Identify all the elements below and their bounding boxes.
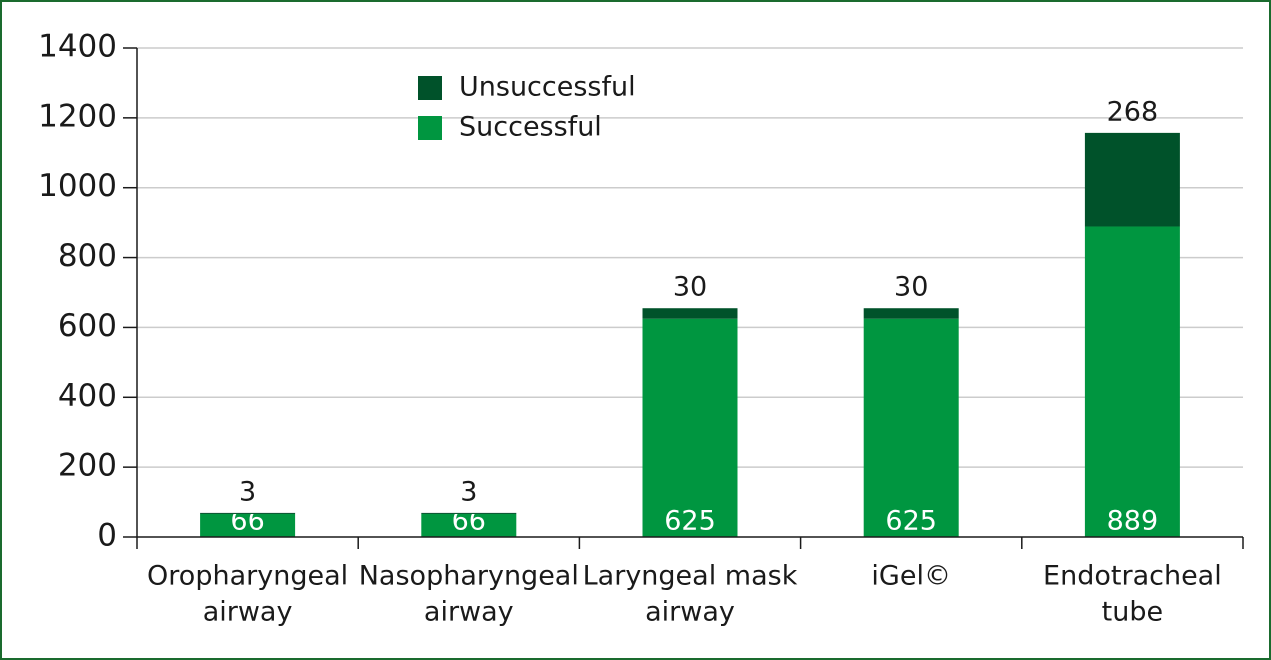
value-label: 66 [230, 506, 264, 537]
bar-segment [642, 318, 738, 537]
bar-segment [421, 512, 517, 514]
value-label: 3 [239, 476, 256, 507]
x-tick-label: iGel© [871, 561, 951, 592]
x-tick-label: tube [1102, 597, 1163, 628]
x-tick-label: Endotracheal [1043, 561, 1222, 592]
x-tick-label: Nasopharyngeal [359, 561, 579, 592]
y-tick-label: 800 [58, 238, 117, 274]
bar-segment [642, 308, 738, 319]
bar-segment [863, 308, 959, 319]
value-label: 30 [673, 272, 707, 303]
y-tick-label: 1200 [38, 98, 117, 134]
legend-label: Successful [459, 112, 602, 143]
value-label: 30 [894, 272, 928, 303]
y-tick-label: 1000 [38, 168, 117, 204]
x-tick-label: airway [645, 597, 735, 628]
y-tick-label: 400 [58, 378, 117, 414]
x-tick-label: Laryngeal mask [583, 561, 798, 592]
x-tick-label: airway [424, 597, 514, 628]
y-tick-label: 200 [58, 448, 117, 484]
value-label: 625 [664, 506, 716, 537]
value-label: 66 [452, 506, 486, 537]
bar-segment [421, 513, 517, 537]
legend-swatch [418, 76, 442, 100]
y-tick-label: 0 [97, 518, 117, 554]
bar-segment [1084, 132, 1180, 227]
bar-segment [200, 512, 296, 514]
y-tick-label: 1400 [38, 29, 117, 65]
legend-swatch [418, 116, 442, 140]
y-tick-label: 600 [58, 308, 117, 344]
bar-segment [200, 513, 296, 537]
value-label: 889 [1107, 506, 1159, 537]
legend-label: Unsuccessful [459, 72, 636, 103]
value-label: 625 [885, 506, 937, 537]
bar-segment [863, 318, 959, 537]
value-label: 3 [460, 476, 477, 507]
x-tick-label: Oropharyngeal [147, 561, 348, 592]
value-label: 268 [1107, 96, 1159, 127]
x-tick-label: airway [203, 597, 293, 628]
bar-segment [1084, 226, 1180, 538]
